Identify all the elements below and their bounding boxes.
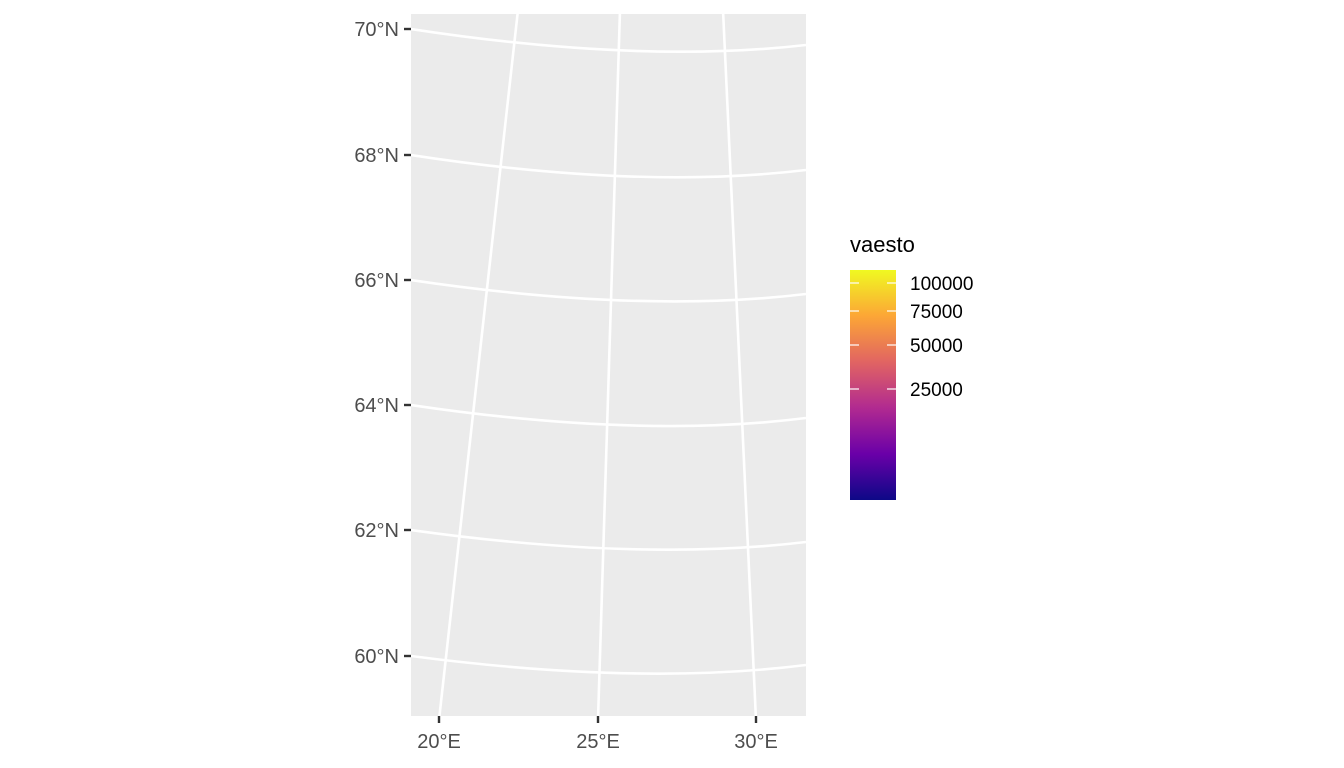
x-tick-label-25e: 25°E (576, 731, 620, 753)
legend-colorbar (850, 270, 896, 500)
legend: vaesto 100000 75000 50000 25000 (850, 232, 973, 500)
meridian-20e-line (438, 14, 519, 716)
parallel-64n-line (411, 403, 806, 428)
y-tick-label-62n: 62°N (354, 520, 399, 542)
legend-ticks (850, 282, 896, 390)
parallel-62n-line (411, 528, 806, 551)
graticule-lines (411, 14, 806, 716)
y-tick-label-64n: 64°N (354, 395, 399, 417)
parallel-60n-line (411, 654, 806, 675)
y-axis: 70°N 68°N 66°N 64°N 62°N 60°N (354, 19, 411, 668)
parallel-70n-line (411, 27, 806, 53)
y-tick-label-60n: 60°N (354, 646, 399, 668)
meridian-25e-line (596, 14, 622, 716)
legend-label-25000: 25000 (910, 380, 963, 401)
x-tick-label-20e: 20°E (417, 731, 461, 753)
x-axis: 20°E 25°E 30°E (417, 716, 778, 753)
meridian-30e-line (721, 14, 758, 716)
y-tick-label-70n: 70°N (354, 19, 399, 41)
parallel-68n-line (411, 153, 806, 179)
x-tick-label-30e: 30°E (734, 731, 778, 753)
legend-label-50000: 50000 (910, 336, 963, 357)
parallel-66n-line (411, 278, 806, 303)
legend-label-75000: 75000 (910, 302, 963, 323)
legend-title: vaesto (850, 232, 915, 257)
y-tick-label-68n: 68°N (354, 145, 399, 167)
y-tick-label-66n: 66°N (354, 270, 399, 292)
legend-label-100000: 100000 (910, 274, 973, 295)
